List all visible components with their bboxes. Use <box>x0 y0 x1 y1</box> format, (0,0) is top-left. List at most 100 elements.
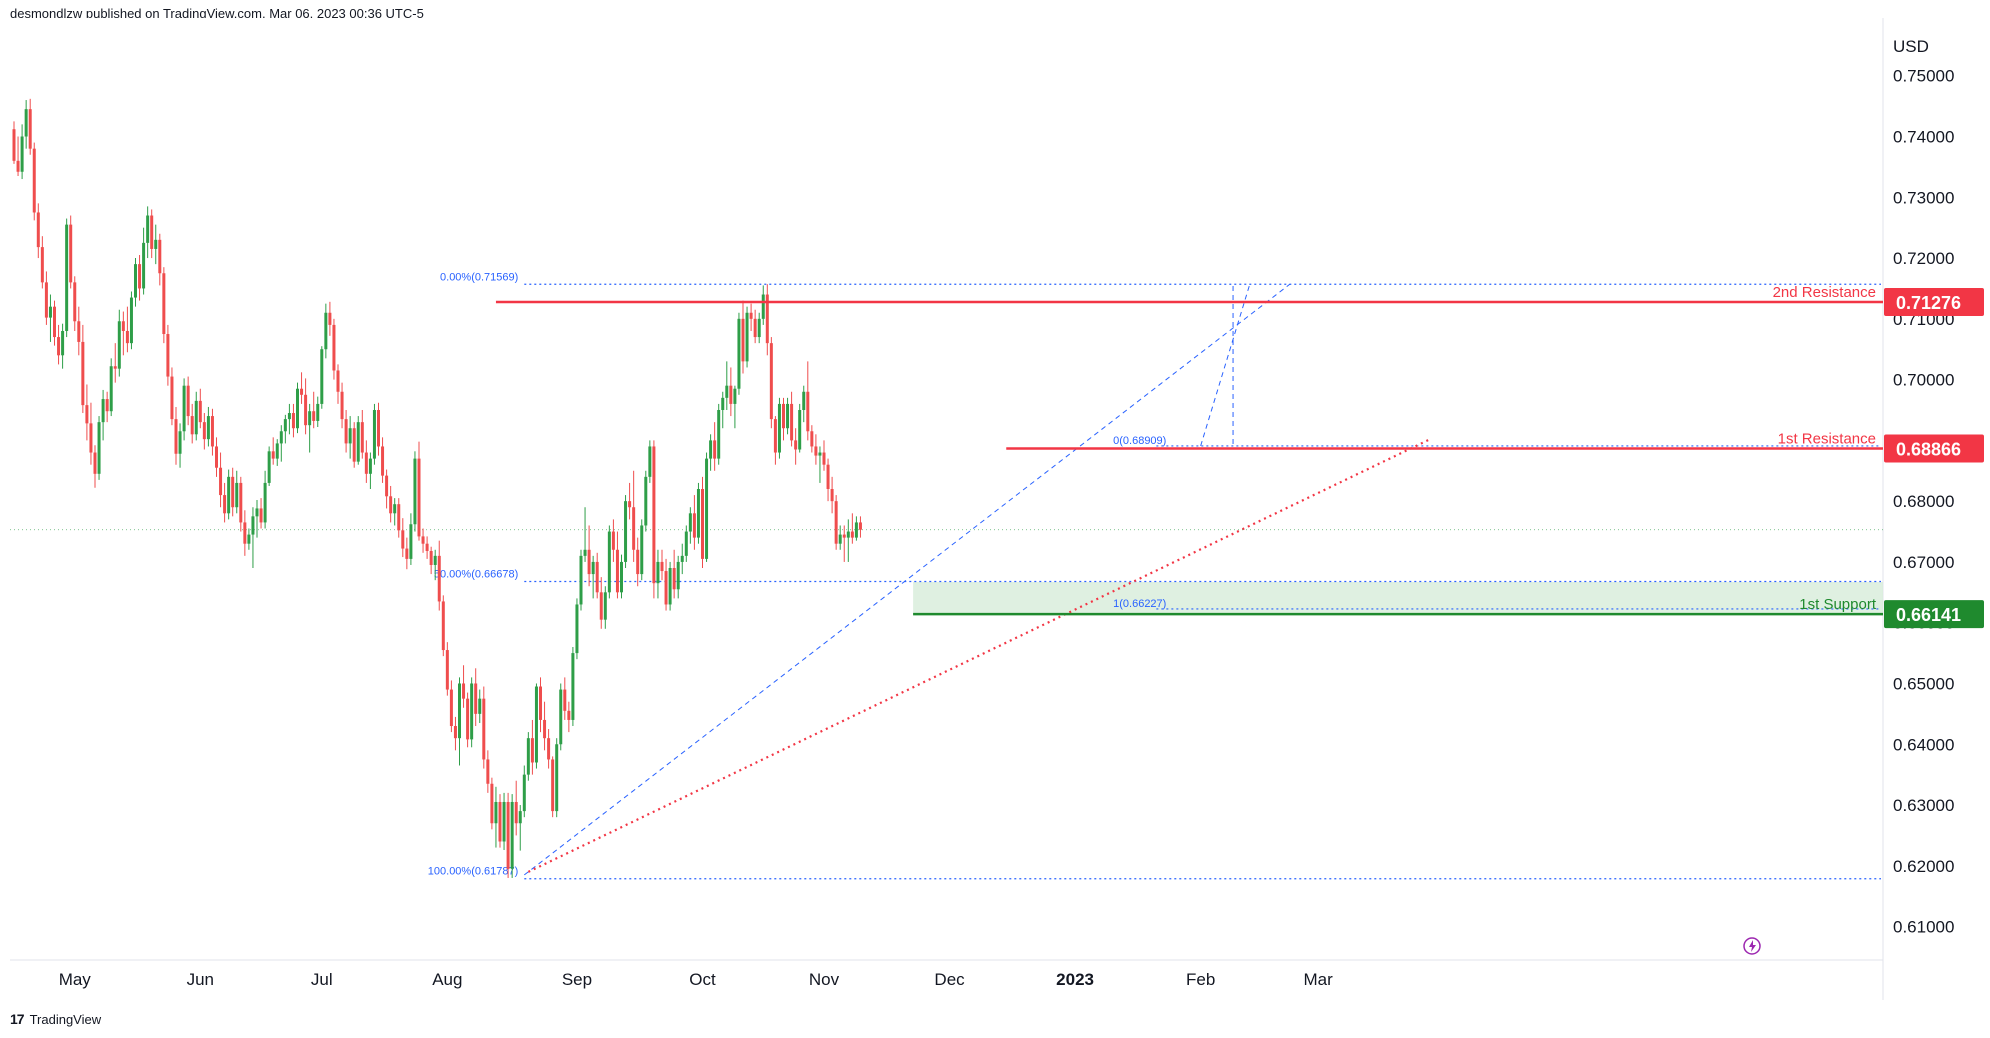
candle-up <box>101 399 105 423</box>
candle-down <box>243 522 247 544</box>
candle-up <box>65 224 69 331</box>
candle-down <box>486 759 490 784</box>
candle-down <box>85 405 89 424</box>
fibonacci-layer: 0.00%(0.71569) 50.00%(0.66678) 100.00%(0.6… <box>428 271 1881 880</box>
candle-down <box>166 334 170 377</box>
candle-down <box>405 548 409 559</box>
candle-up <box>283 419 287 432</box>
candle-down <box>215 446 218 468</box>
candle-down <box>425 543 429 551</box>
candle-up <box>688 513 692 532</box>
candle-down <box>587 549 591 575</box>
price-tick-label: 0.63000 <box>1893 796 1954 815</box>
candle-down <box>449 689 453 727</box>
candle-up <box>518 811 522 824</box>
candle-down <box>782 403 785 429</box>
candle-up <box>575 604 579 654</box>
price-tick-label: 0.67000 <box>1893 553 1954 572</box>
candle-down <box>364 452 368 474</box>
publisher-caption: desmondlzw published on TradingView.com,… <box>10 6 424 21</box>
candle-down <box>822 452 826 465</box>
candle-up <box>640 525 644 575</box>
time-tick-label: Dec <box>934 970 965 989</box>
candle-down <box>628 501 632 508</box>
candle-down <box>421 536 425 544</box>
candle-down <box>664 571 668 605</box>
time-tick-label: Nov <box>809 970 840 989</box>
candle-up <box>733 388 737 404</box>
time-tick-label: Feb <box>1186 970 1215 989</box>
candle-up <box>235 482 239 508</box>
candle-up <box>696 489 700 538</box>
candle-down <box>377 409 380 447</box>
fib-small-label: 0(0.68909) <box>1113 435 1166 447</box>
candle-down <box>417 458 421 537</box>
price-badges-layer: 0.71276 0.68866 0.66141 <box>1884 288 1984 629</box>
price-badge <box>1884 288 1984 317</box>
candle-down <box>360 422 364 453</box>
candle-up <box>494 801 498 824</box>
candles-layer <box>12 98 862 878</box>
candle-up <box>470 683 474 740</box>
candle-up <box>854 522 858 538</box>
candle-up <box>348 428 352 444</box>
candle-down <box>57 337 61 356</box>
candle-down <box>162 273 166 335</box>
candle-up <box>802 391 806 410</box>
candle-down <box>729 385 733 404</box>
candle-down <box>498 801 502 842</box>
candle-down <box>842 534 846 538</box>
price-badge-label: 0.68866 <box>1896 440 1961 460</box>
candle-up <box>279 431 283 444</box>
candle-up <box>648 446 652 477</box>
price-axis[interactable]: 0.750000.740000.730000.720000.710000.700… <box>1893 67 1954 937</box>
candle-down <box>231 476 235 508</box>
candle-up <box>559 689 563 745</box>
price-badge <box>1884 600 1984 629</box>
candle-down <box>259 508 263 523</box>
candle-up <box>583 549 587 556</box>
candle-up <box>117 321 121 369</box>
candle-up <box>251 516 255 535</box>
candle-down <box>28 109 32 149</box>
candle-down <box>77 321 81 342</box>
candle-down <box>336 370 340 392</box>
fib-level-label: 0.00%(0.71569) <box>440 271 518 283</box>
time-tick-label: Sep <box>562 970 592 989</box>
footer-brand: 17 TradingView <box>10 1011 101 1027</box>
plot-area[interactable] <box>10 18 1883 960</box>
candle-down <box>352 428 356 462</box>
candle-down <box>611 531 615 550</box>
time-axis[interactable]: May Jun Jul Aug Sep Oct Nov Dec 2023 Feb Mar <box>59 970 1333 989</box>
candle-up <box>324 312 328 350</box>
candle-up <box>676 561 680 590</box>
candle-down <box>174 419 178 454</box>
candle-down <box>40 247 44 283</box>
price-tick-label: 0.68000 <box>1893 492 1954 511</box>
candle-down <box>551 759 555 812</box>
candle-down <box>490 783 494 824</box>
candle-up <box>393 504 397 514</box>
candle-up <box>798 409 802 450</box>
candle-down <box>563 689 567 711</box>
price-tick-label: 0.74000 <box>1893 128 1954 147</box>
candle-down <box>474 683 478 714</box>
trendline-layer <box>10 437 1883 873</box>
level-label: 1st Support <box>1799 596 1877 613</box>
candle-up <box>603 592 607 620</box>
candle-up <box>656 561 660 584</box>
candle-up <box>644 476 648 526</box>
candle-up <box>709 440 713 459</box>
candle-down <box>615 549 619 593</box>
candle-up <box>591 561 595 575</box>
price-tick-label: 0.73000 <box>1893 188 1954 207</box>
candle-down <box>198 400 202 423</box>
candle-up <box>263 482 267 523</box>
candle-up <box>522 774 526 812</box>
candle-up <box>255 508 259 517</box>
lightning-icon[interactable] <box>1743 937 1761 955</box>
candle-down <box>826 464 830 489</box>
candle-up <box>534 686 538 763</box>
candle-up <box>510 801 514 869</box>
